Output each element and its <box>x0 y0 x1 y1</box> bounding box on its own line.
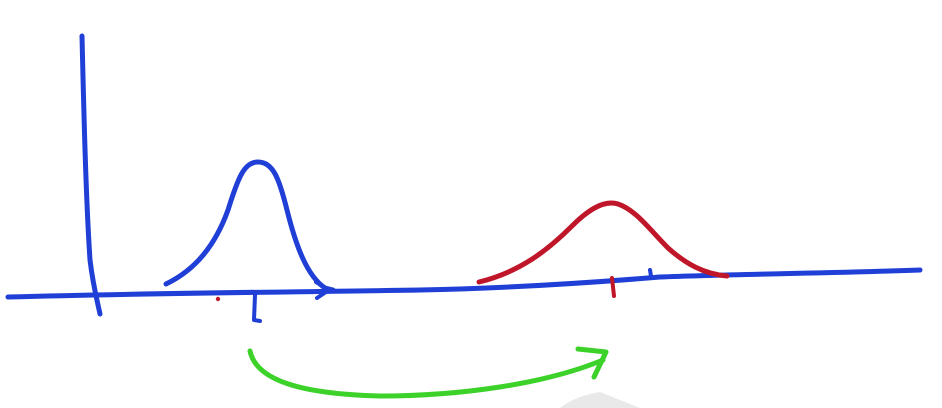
shifted-distribution-curve <box>476 200 730 285</box>
shift-arrow <box>247 348 606 399</box>
original-curve-end-mark <box>314 280 331 300</box>
shifted-mean-tick <box>610 276 616 298</box>
y-axis <box>79 33 103 317</box>
stray-dot <box>215 296 221 302</box>
original-mean-tick <box>252 293 262 323</box>
axis-hash-mark <box>648 268 653 278</box>
original-distribution-curve <box>163 159 336 293</box>
shift-arrow-head <box>575 346 609 380</box>
background-shadow <box>560 392 640 408</box>
x-axis <box>5 267 923 300</box>
